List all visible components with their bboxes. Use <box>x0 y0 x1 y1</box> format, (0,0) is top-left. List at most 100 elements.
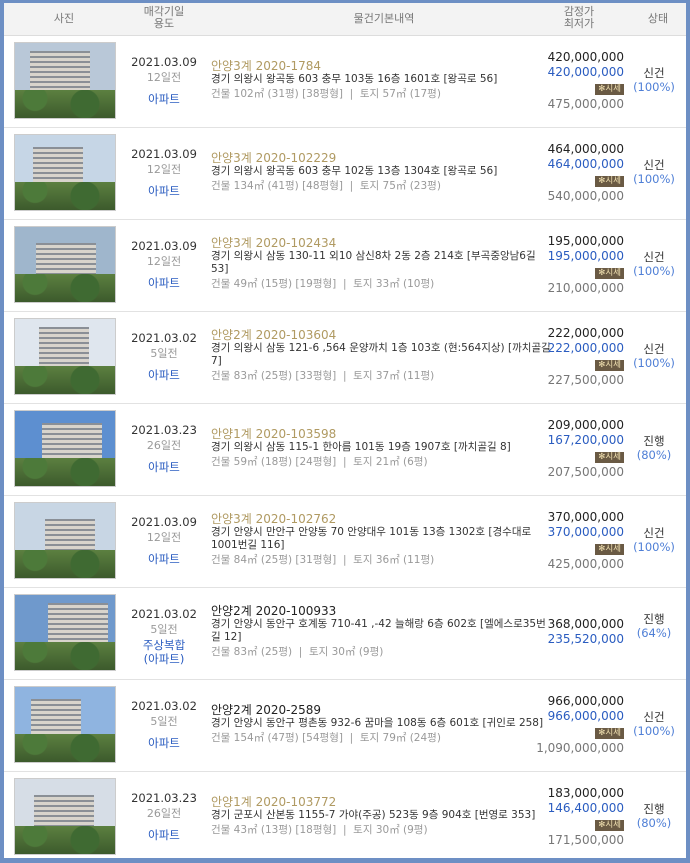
market-price: 1,090,000,000 <box>536 741 624 755</box>
market-price: 227,500,000 <box>547 373 624 387</box>
area: 건물 83㎡ (25평) [33평형] | 토지 37㎡ (11평) <box>211 370 435 382</box>
market-price-badge[interactable]: ✻시세 <box>595 820 624 831</box>
days-ago: 5일전 <box>150 347 178 360</box>
case-number-link[interactable]: 안양2계 2020-103604 <box>211 328 337 342</box>
property-info: 안양1계 2020-103772 경기 군포시 산본동 1155-7 가야(주공)… <box>211 796 551 837</box>
property-info: 안양1계 2020-103598 경기 의왕시 삼동 115-1 한아름 101동… <box>211 428 551 469</box>
status: 신건 (100%) <box>626 342 682 370</box>
prices: 464,000,000 464,000,000 ✻시세 540,000,000 <box>548 142 624 204</box>
property-photo[interactable] <box>14 410 116 487</box>
market-price-badge[interactable]: ✻시세 <box>595 728 624 739</box>
market-price: 210,000,000 <box>547 281 624 295</box>
address: 경기 의왕시 삼동 115-1 한아름 101동 19층 1907호 [까치골길… <box>211 441 511 453</box>
appraisal-price: 195,000,000 <box>547 234 624 248</box>
case-number-link[interactable]: 안양1계 2020-103598 <box>211 427 337 441</box>
tree-image <box>15 550 115 578</box>
appraisal-price: 966,000,000 <box>547 694 624 708</box>
case-number-link[interactable]: 안양2계 2020-2589 <box>211 703 321 717</box>
market-price: 207,500,000 <box>547 465 624 479</box>
case-number-link[interactable]: 안양3계 2020-102434 <box>211 236 337 250</box>
usage-link[interactable]: 아파트 <box>148 184 180 198</box>
prices: 195,000,000 195,000,000 ✻시세 210,000,000 <box>548 234 624 296</box>
property-photo[interactable] <box>14 318 116 395</box>
days-ago: 5일전 <box>150 623 178 636</box>
tree-image <box>15 366 115 394</box>
market-price-badge[interactable]: ✻시세 <box>595 544 624 555</box>
status: 진행 (80%) <box>626 434 682 462</box>
appraisal-price: 368,000,000 <box>547 617 624 631</box>
table-row[interactable]: 2021.03.02 5일전 아파트 안양2계 2020-2589 경기 안양시 동안구… <box>4 680 686 772</box>
area: 건물 102㎡ (31평) [38평형] | 토지 57㎡ (17평) <box>211 88 441 100</box>
market-price: 475,000,000 <box>547 97 624 111</box>
tree-image <box>15 182 115 210</box>
usage-link[interactable]: 아파트 <box>148 92 180 106</box>
minimum-price: 420,000,000 <box>547 65 624 79</box>
property-photo[interactable] <box>14 594 116 671</box>
usage-link[interactable]: 아파트 <box>148 828 180 842</box>
tree-image <box>15 734 115 762</box>
case-number-link[interactable]: 안양3계 2020-102762 <box>211 512 337 526</box>
days-ago: 12일전 <box>146 163 182 176</box>
property-photo[interactable] <box>14 226 116 303</box>
table-header: 사진 매각기일 용도 물건기본내역 감정가 최저가 상태 <box>4 3 686 36</box>
status-label: 진행 <box>643 802 665 816</box>
minimum-price: 966,000,000 <box>547 709 624 723</box>
usage-link[interactable]: 아파트 <box>148 276 180 290</box>
property-info: 안양3계 2020-102762 경기 안양시 만안구 안양동 70 안양대우 1… <box>211 513 551 567</box>
col-date-use: 매각기일 용도 <box>143 5 185 30</box>
market-price-badge[interactable]: ✻시세 <box>595 84 624 95</box>
area: 건물 43㎡ (13평) [18평형] | 토지 30㎡ (9평) <box>211 824 428 836</box>
address: 경기 안양시 동안구 호계동 710-41 ,-42 늘해랑 6층 602호 [… <box>211 618 546 643</box>
table-row[interactable]: 2021.03.09 12일전 아파트 안양3계 2020-102229 경기 의왕시 … <box>4 128 686 220</box>
property-photo[interactable] <box>14 778 116 855</box>
case-number-link[interactable]: 안양1계 2020-103772 <box>211 795 337 809</box>
prices: 368,000,000 235,520,000 <box>548 617 624 647</box>
market-price-badge[interactable]: ✻시세 <box>595 268 624 279</box>
table-row[interactable]: 2021.03.09 12일전 아파트 안양3계 2020-102434 경기 의왕시 … <box>4 220 686 312</box>
property-photo[interactable] <box>14 686 116 763</box>
usage-link[interactable]: 아파트 <box>148 552 180 566</box>
days-ago: 5일전 <box>150 715 178 728</box>
market-price: 540,000,000 <box>547 189 624 203</box>
prices: 183,000,000 146,400,000 ✻시세 171,500,000 <box>548 786 624 848</box>
appraisal-price: 209,000,000 <box>547 418 624 432</box>
market-price-badge[interactable]: ✻시세 <box>595 176 624 187</box>
days-ago: 12일전 <box>146 255 182 268</box>
usage-link[interactable]: 아파트 <box>148 460 180 474</box>
minimum-price: 222,000,000 <box>547 341 624 355</box>
table-row[interactable]: 2021.03.02 5일전 아파트 안양2계 2020-103604 경기 의왕시 삼… <box>4 312 686 404</box>
property-info: 안양2계 2020-103604 경기 의왕시 삼동 121-6 ,564 운양까… <box>211 329 551 383</box>
usage-link[interactable]: 주상복합 (아파트) <box>142 638 186 666</box>
property-photo[interactable] <box>14 42 116 119</box>
table-row[interactable]: 2021.03.23 26일전 아파트 안양1계 2020-103598 경기 의왕시 … <box>4 404 686 496</box>
col-status: 상태 <box>647 12 669 25</box>
sale-date: 2021.03.02 <box>131 607 197 621</box>
case-number-link[interactable]: 안양3계 2020-102229 <box>211 151 337 165</box>
case-number-link[interactable]: 안양2계 2020-100933 <box>211 604 337 618</box>
table-row[interactable]: 2021.03.23 26일전 아파트 안양1계 2020-103772 경기 군포시 … <box>4 772 686 858</box>
address: 경기 안양시 동안구 평촌동 932-6 꿈마을 108동 6층 601호 [귀… <box>211 717 544 729</box>
address: 경기 군포시 산본동 1155-7 가야(주공) 523동 9층 904호 [번… <box>211 809 536 821</box>
status: 신건 (100%) <box>626 250 682 278</box>
status-percent: (100%) <box>633 80 675 94</box>
property-photo[interactable] <box>14 502 116 579</box>
table-row[interactable]: 2021.03.09 12일전 아파트 안양3계 2020-1784 경기 의왕시 왕곡… <box>4 36 686 128</box>
case-number-link[interactable]: 안양3계 2020-1784 <box>211 59 321 73</box>
usage-link[interactable]: 아파트 <box>148 736 180 750</box>
address: 경기 안양시 만안구 안양동 70 안양대우 101동 13층 1302호 [경… <box>211 526 532 551</box>
status-label: 신건 <box>643 250 665 264</box>
days-ago: 26일전 <box>146 439 182 452</box>
usage-link[interactable]: 아파트 <box>148 368 180 382</box>
market-price-badge[interactable]: ✻시세 <box>595 452 624 463</box>
market-price: 425,000,000 <box>547 557 624 571</box>
status-percent: (100%) <box>633 172 675 186</box>
prices: 209,000,000 167,200,000 ✻시세 207,500,000 <box>548 418 624 480</box>
market-price-badge[interactable]: ✻시세 <box>595 360 624 371</box>
status: 진행 (80%) <box>626 802 682 830</box>
sale-date: 2021.03.09 <box>131 515 197 529</box>
days-ago: 12일전 <box>146 531 182 544</box>
status: 신건 (100%) <box>626 710 682 738</box>
property-photo[interactable] <box>14 134 116 211</box>
